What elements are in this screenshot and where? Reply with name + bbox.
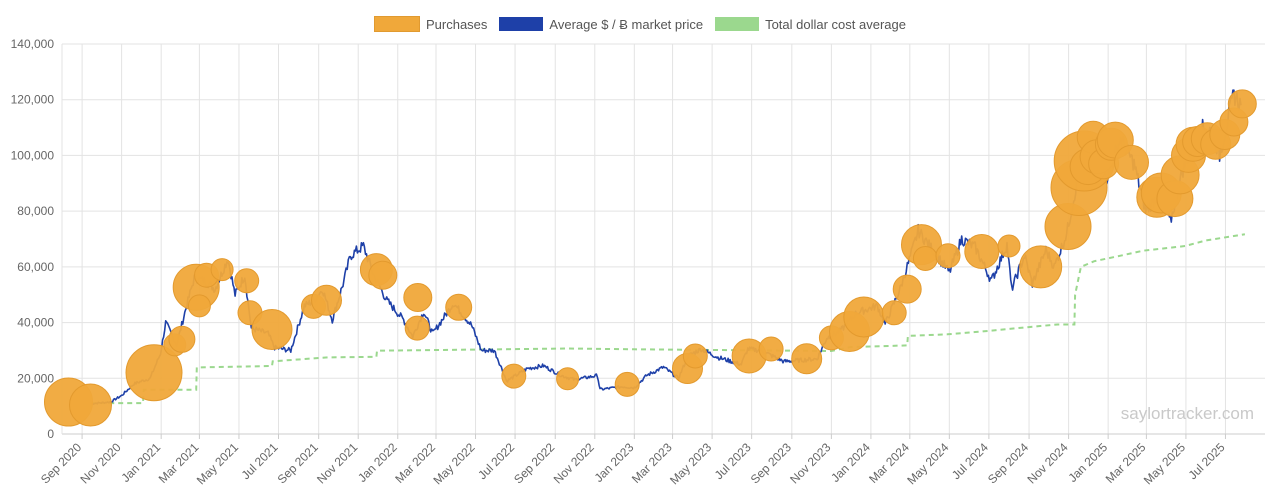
purchase-point xyxy=(556,367,580,391)
purchase-point xyxy=(251,309,293,350)
x-tick-label: Nov 2024 xyxy=(1024,440,1070,486)
x-tick-label: May 2025 xyxy=(1141,440,1188,487)
legend-label-market-price: Average $ / Ƀ market price xyxy=(549,16,704,32)
y-tick-label: 60,000 xyxy=(17,260,54,274)
purchase-point xyxy=(912,246,938,271)
x-tick-label: Jul 2025 xyxy=(1186,440,1228,482)
purchase-point xyxy=(614,371,640,397)
y-tick-label: 0 xyxy=(47,427,54,441)
purchase-point xyxy=(791,343,823,375)
chart-legend: Purchases Average $ / Ƀ market price Tot… xyxy=(0,16,1280,32)
purchase-point xyxy=(403,283,433,312)
x-tick-label: Sep 2021 xyxy=(275,440,321,486)
purchase-point xyxy=(210,258,234,282)
purchase-point xyxy=(168,325,196,353)
purchase-point xyxy=(1114,144,1149,180)
purchase-point xyxy=(682,343,708,369)
y-tick-label: 120,000 xyxy=(11,93,55,107)
watermark-text: saylortracker.com xyxy=(1120,404,1254,423)
purchase-point xyxy=(892,274,922,304)
purchase-point xyxy=(1227,89,1257,119)
purchase-point xyxy=(843,296,885,338)
x-tick-label: Nov 2020 xyxy=(78,440,124,486)
y-tick-label: 100,000 xyxy=(11,148,55,162)
legend-label-purchases: Purchases xyxy=(425,16,488,32)
purchase-point xyxy=(1019,245,1063,289)
x-tick-label: May 2024 xyxy=(904,440,951,487)
dca-swatch-icon xyxy=(715,17,760,31)
x-tick-label: May 2023 xyxy=(667,440,714,487)
legend-item-dca[interactable]: Total dollar cost average xyxy=(715,17,906,32)
purchase-point xyxy=(445,293,473,321)
legend-item-market-price[interactable]: Average $ / Ƀ market price xyxy=(499,17,703,32)
purchase-point xyxy=(69,383,112,427)
x-tick-label: Sep 2023 xyxy=(748,440,794,486)
purchase-point xyxy=(404,315,430,341)
x-tick-label: Sep 2024 xyxy=(985,440,1031,486)
x-tick-label: Jan 2024 xyxy=(828,440,873,485)
x-tick-label: Sep 2020 xyxy=(38,440,84,486)
legend-item-purchases[interactable]: Purchases xyxy=(373,16,488,32)
purchase-point xyxy=(187,294,211,318)
series-line-dca xyxy=(91,233,1246,405)
y-tick-label: 80,000 xyxy=(17,204,54,218)
x-tick-label: May 2022 xyxy=(430,440,477,487)
y-tick-label: 20,000 xyxy=(17,371,54,385)
market-price-swatch-icon xyxy=(499,17,544,31)
y-tick-label: 40,000 xyxy=(17,316,54,330)
purchases-swatch-icon xyxy=(373,16,420,32)
purchase-point xyxy=(881,300,907,326)
purchase-point xyxy=(125,344,183,402)
y-tick-label: 140,000 xyxy=(11,37,55,51)
purchase-point xyxy=(234,268,260,294)
purchase-point xyxy=(758,336,784,362)
x-tick-label: May 2021 xyxy=(194,440,241,487)
purchase-point xyxy=(368,260,398,290)
x-tick-label: Nov 2022 xyxy=(551,440,597,486)
purchase-point xyxy=(964,234,1000,269)
purchase-point xyxy=(501,363,527,389)
legend-label-dca: Total dollar cost average xyxy=(765,16,906,32)
x-tick-label: Nov 2023 xyxy=(787,440,833,486)
purchase-point xyxy=(935,243,961,269)
x-tick-label: Sep 2022 xyxy=(511,440,557,486)
purchase-point xyxy=(997,234,1021,258)
x-tick-label: Nov 2021 xyxy=(314,440,360,486)
purchase-point xyxy=(311,284,342,316)
